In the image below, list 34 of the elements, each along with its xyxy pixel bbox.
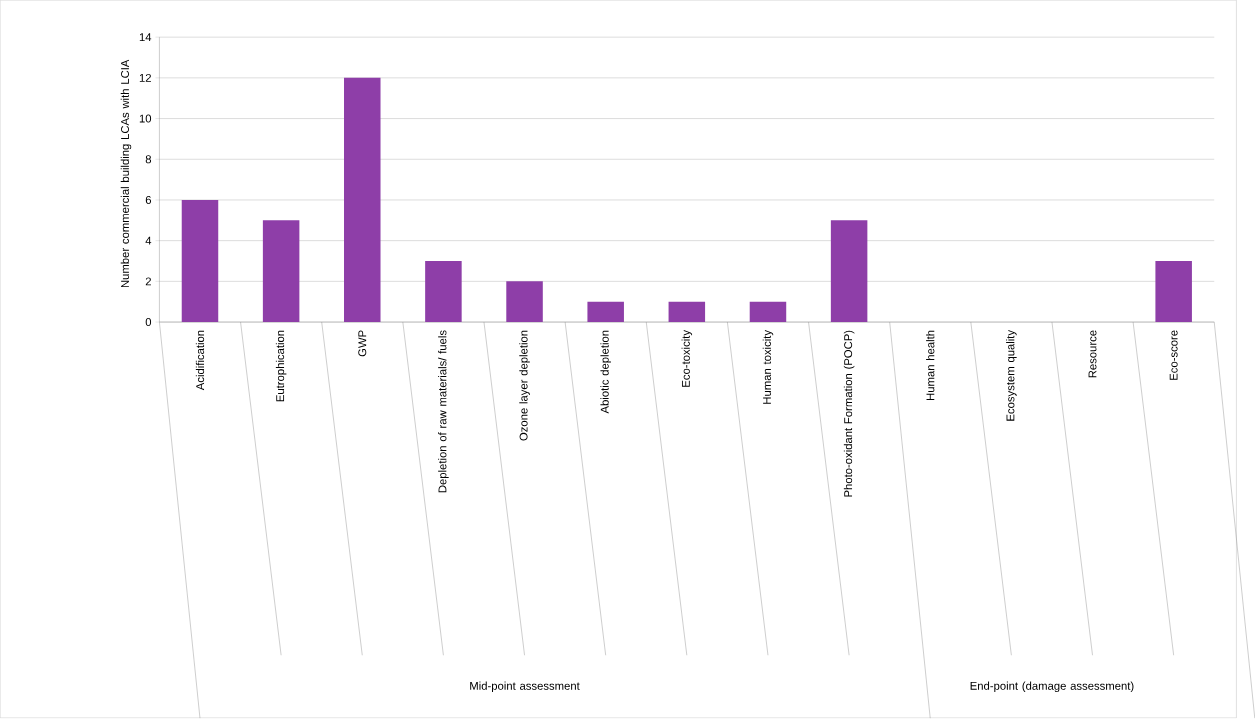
- x-tick-label: Eutrophication: [275, 330, 287, 402]
- x-tick-label: Acidification: [195, 330, 205, 391]
- y-tick-label: 14: [139, 33, 152, 42]
- x-tick-label: GWP: [358, 330, 367, 357]
- bar: [506, 281, 543, 323]
- y-tick-label: 2: [145, 277, 151, 286]
- bar: [262, 220, 300, 323]
- bar: [181, 200, 219, 323]
- bar: [830, 220, 868, 323]
- x-tick-label: Abiotic depletion: [600, 330, 611, 414]
- bar: [668, 301, 706, 323]
- bar: [344, 78, 381, 323]
- y-tick-label: 8: [145, 155, 152, 164]
- bar: [749, 301, 787, 323]
- text: Mid-point assessment: [470, 681, 580, 693]
- bar: [425, 261, 462, 323]
- x-tick-label: Ecosystem quality: [1006, 330, 1017, 421]
- x-tick-label: Depletion of raw materials/ fuels: [438, 330, 449, 493]
- x-tick-label: Resource: [1088, 330, 1097, 378]
- y-tick-label: 12: [139, 74, 151, 83]
- x-tick-label: Eco-score: [1169, 330, 1178, 381]
- y-tick-label: 6: [145, 196, 152, 205]
- y-tick-label: 4: [145, 237, 152, 245]
- text: End-point (damage assessment): [970, 681, 1134, 693]
- x-tick-label: Eco-toxicity: [681, 330, 693, 387]
- bar: [587, 301, 624, 323]
- y-axis-title: Number commercial building LCAs with LCIA: [120, 59, 132, 288]
- x-tick-label: Human health: [926, 330, 935, 401]
- x-tick-label: Photo-oxidant Formation (POCP): [843, 330, 855, 497]
- x-tick-label: Ozone layer depletion: [519, 330, 530, 441]
- y-tick-label: 10: [139, 114, 152, 123]
- x-tick-label: Human toxicity: [762, 330, 774, 404]
- bar: [1155, 261, 1192, 323]
- y-tick-label: 0: [145, 318, 152, 327]
